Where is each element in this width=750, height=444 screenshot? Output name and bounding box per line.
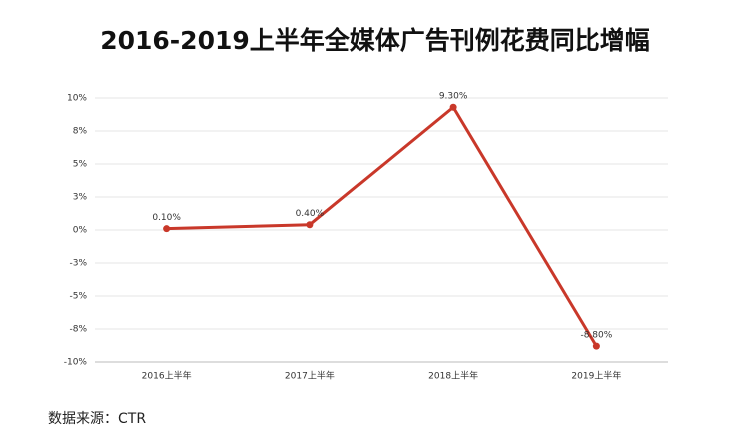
data-label: -8.80%: [580, 331, 612, 341]
data-point: [163, 225, 171, 233]
x-tick-label: 2017上半年: [285, 370, 335, 382]
y-tick-label: -10%: [64, 358, 88, 368]
chart-title: 2016-2019上半年全媒体广告刊例花费同比增幅: [100, 26, 650, 55]
data-label: 9.30%: [439, 92, 468, 102]
data-point: [592, 342, 600, 350]
y-tick-label: 5%: [73, 160, 88, 170]
series-line: [166, 104, 598, 347]
y-tick-label: 0%: [73, 226, 88, 236]
y-tick-label: 10%: [67, 94, 87, 104]
data-point: [449, 103, 457, 111]
y-tick-label: 8%: [73, 127, 88, 137]
data-label: 0.40%: [296, 209, 325, 219]
y-tick-label: -3%: [69, 259, 87, 269]
data-label: 0.10%: [152, 213, 181, 223]
x-tick-label: 2018上半年: [428, 370, 478, 382]
data-point: [306, 221, 314, 229]
y-tick-label: -5%: [69, 292, 87, 302]
x-tick-label: 2019上半年: [571, 370, 621, 382]
y-tick-label: 3%: [73, 193, 88, 203]
x-tick-label: 2016上半年: [142, 370, 192, 382]
y-tick-label: -8%: [69, 325, 87, 335]
source-note: 数据来源：CTR: [48, 411, 146, 427]
